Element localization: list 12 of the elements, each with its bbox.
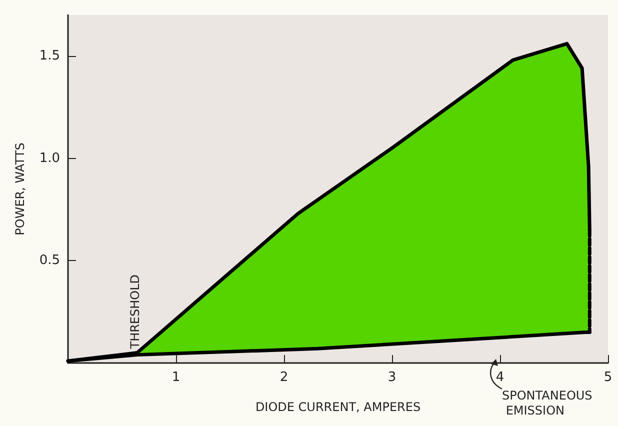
y-axis-title: POWER, WATTS — [13, 142, 27, 236]
x-tick-label: 2 — [280, 370, 288, 385]
x-tick-label: 4 — [496, 370, 504, 385]
y-tick-label: 1.0 — [39, 150, 60, 166]
x-axis-title: DIODE CURRENT, AMPERES — [255, 400, 421, 414]
x-tick-label: 3 — [388, 370, 396, 385]
annotation: THRESHOLD — [128, 274, 142, 350]
y-tick-label: 0.5 — [39, 253, 60, 268]
text: SPONTANEOUS EMISSION — [502, 388, 592, 418]
x-tick-label: 1 — [172, 370, 180, 385]
y-tick-label: 1.5 — [39, 48, 60, 64]
x-tick-label: 5 — [604, 370, 612, 385]
